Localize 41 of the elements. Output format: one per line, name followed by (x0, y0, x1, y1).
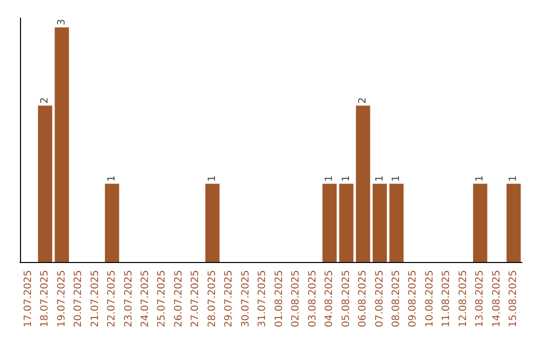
data-label: 1 (474, 175, 486, 182)
data-label: 1 (324, 175, 336, 182)
x-tick-label: 07.08.2025 (374, 270, 386, 328)
x-tick-label: 29.07.2025 (224, 270, 235, 328)
x-tick-label: 30.07.2025 (240, 270, 252, 328)
x-tick-label: 22.07.2025 (106, 270, 118, 328)
x-tick-label: 03.08.2025 (307, 270, 318, 328)
x-tick-label: 12.08.2025 (458, 270, 469, 328)
x-tick-label: 24.07.2025 (140, 270, 151, 328)
x-tick-label: 17.07.2025 (22, 270, 34, 328)
x-tick-label: 02.08.2025 (290, 270, 302, 328)
x-tick-label: 15.08.2025 (508, 270, 520, 328)
data-label: 2 (40, 97, 51, 104)
x-tick-label: 27.07.2025 (190, 270, 202, 328)
x-tick-label: 04.08.2025 (324, 270, 336, 328)
x-tick-label: 13.08.2025 (474, 270, 486, 328)
x-tick-label: 08.08.2025 (391, 270, 402, 328)
data-label: 1 (508, 175, 520, 182)
x-tick-label: 26.07.2025 (173, 270, 184, 328)
x-tick-label: 10.08.2025 (424, 270, 436, 328)
x-tick-label: 05.08.2025 (340, 270, 352, 328)
x-tick-label: 06.08.2025 (358, 270, 369, 328)
x-tick-label: 20.07.2025 (73, 270, 84, 328)
x-tick-label: 23.07.2025 (123, 270, 134, 328)
x-tick-label: 21.07.2025 (90, 270, 101, 328)
x-tick-label: 01.08.2025 (274, 270, 285, 328)
data-label: 1 (106, 175, 118, 182)
x-tick-label: 11.08.2025 (441, 270, 452, 328)
x-tick-label: 28.07.2025 (206, 270, 218, 328)
x-tick-label: 19.07.2025 (56, 270, 68, 328)
x-tick-label: 25.07.2025 (156, 270, 168, 328)
x-tick-label: 14.08.2025 (491, 270, 502, 328)
data-label: 1 (206, 175, 218, 182)
x-tick-label: 09.08.2025 (408, 270, 419, 328)
data-label: 1 (340, 175, 352, 182)
x-tick-label: 18.07.2025 (40, 270, 51, 328)
data-label: 2 (358, 97, 369, 104)
data-label: 3 (56, 19, 68, 26)
data-label: 1 (374, 175, 386, 182)
x-tick-label: 31.07.2025 (257, 270, 268, 328)
data-label: 1 (391, 175, 402, 182)
